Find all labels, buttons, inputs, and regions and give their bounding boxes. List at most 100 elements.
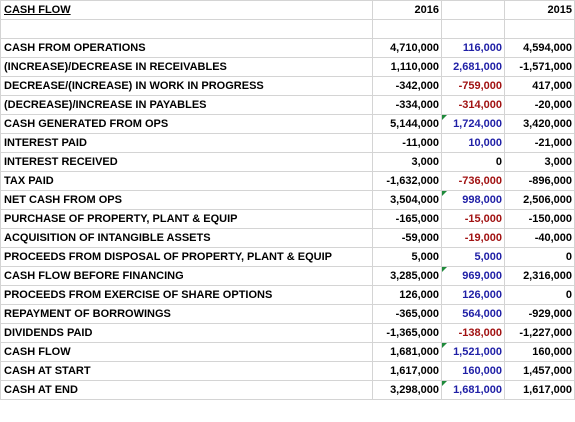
year-2015-header[interactable]: 2015	[504, 0, 575, 20]
cell-2015[interactable]: -1,227,000	[504, 323, 575, 343]
cell-difference[interactable]: 1,681,000	[441, 380, 505, 400]
cell-difference[interactable]: 2,681,000	[441, 57, 505, 77]
cell-2016[interactable]: 5,000	[372, 247, 442, 267]
cell-2016[interactable]: 3,298,000	[372, 380, 442, 400]
row-label[interactable]: CASH FROM OPERATIONS	[0, 38, 373, 58]
cell-2016[interactable]: 126,000	[372, 285, 442, 305]
row-label[interactable]: PURCHASE OF PROPERTY, PLANT & EQUIP	[0, 209, 373, 229]
cell-2015[interactable]: -20,000	[504, 95, 575, 115]
cell-2015[interactable]: 160,000	[504, 342, 575, 362]
table-row: (INCREASE)/DECREASE IN RECEIVABLES 1,110,…	[0, 57, 575, 77]
cell-2016[interactable]: -1,632,000	[372, 171, 442, 191]
row-label[interactable]: ACQUISITION OF INTANGIBLE ASSETS	[0, 228, 373, 248]
row-label[interactable]: (DECREASE)/INCREASE IN PAYABLES	[0, 95, 373, 115]
row-label[interactable]: DIVIDENDS PAID	[0, 323, 373, 343]
cell-2015[interactable]: 1,457,000	[504, 361, 575, 381]
row-label[interactable]: PROCEEDS FROM DISPOSAL OF PROPERTY, PLAN…	[0, 247, 373, 267]
cell-difference[interactable]: 998,000	[441, 190, 505, 210]
cell-2015[interactable]: -1,571,000	[504, 57, 575, 77]
table-row: PURCHASE OF PROPERTY, PLANT & EQUIP -165,…	[0, 209, 575, 229]
difference-header[interactable]	[441, 0, 505, 20]
cell-2016[interactable]: 3,285,000	[372, 266, 442, 286]
row-label[interactable]: (INCREASE)/DECREASE IN RECEIVABLES	[0, 57, 373, 77]
cell-2016[interactable]: -334,000	[372, 95, 442, 115]
row-label[interactable]: INTEREST RECEIVED	[0, 152, 373, 172]
row-label[interactable]: DECREASE/(INCREASE) IN WORK IN PROGRESS	[0, 76, 373, 96]
cell-difference[interactable]: 0	[441, 152, 505, 172]
cell-difference[interactable]: -19,000	[441, 228, 505, 248]
table-row: NET CASH FROM OPS 3,504,000 998,000 2,506,0…	[0, 190, 575, 210]
table-row: PROCEEDS FROM EXERCISE OF SHARE OPTIONS 1…	[0, 285, 575, 305]
cell-2015[interactable]: -929,000	[504, 304, 575, 324]
cell-2016[interactable]: -59,000	[372, 228, 442, 248]
cell-2016[interactable]: -1,365,000	[372, 323, 442, 343]
cell-difference[interactable]	[441, 19, 505, 39]
table-row: (DECREASE)/INCREASE IN PAYABLES -334,000-…	[0, 95, 575, 115]
cell-difference[interactable]: 564,000	[441, 304, 505, 324]
row-label[interactable]: CASH FLOW BEFORE FINANCING	[0, 266, 373, 286]
cell-2015[interactable]: -40,000	[504, 228, 575, 248]
cell-2015[interactable]: 3,420,000	[504, 114, 575, 134]
row-label[interactable]: CASH GENERATED FROM OPS	[0, 114, 373, 134]
cell-2016[interactable]: -165,000	[372, 209, 442, 229]
table-row: CASH FLOW BEFORE FINANCING 3,285,000 969,0…	[0, 266, 575, 286]
cell-2016[interactable]: -11,000	[372, 133, 442, 153]
table-row: PROCEEDS FROM DISPOSAL OF PROPERTY, PLAN…	[0, 247, 575, 267]
row-label[interactable]: PROCEEDS FROM EXERCISE OF SHARE OPTIONS	[0, 285, 373, 305]
cell-2015[interactable]: 3,000	[504, 152, 575, 172]
table-row: REPAYMENT OF BORROWINGS -365,000 564,000 -9…	[0, 304, 575, 324]
table-row: INTEREST PAID -11,000 10,000 -21,000	[0, 133, 575, 153]
sheet-title[interactable]: CASH FLOW	[0, 0, 373, 20]
cell-difference[interactable]: -15,000	[441, 209, 505, 229]
table-row: ACQUISITION OF INTANGIBLE ASSETS -59,000-…	[0, 228, 575, 248]
cell-2015[interactable]: -21,000	[504, 133, 575, 153]
cell-difference[interactable]: 126,000	[441, 285, 505, 305]
cell-difference[interactable]: 1,724,000	[441, 114, 505, 134]
cell-2016[interactable]: 5,144,000	[372, 114, 442, 134]
table-row: DECREASE/(INCREASE) IN WORK IN PROGRESS -…	[0, 76, 575, 96]
cell-2015[interactable]: 0	[504, 285, 575, 305]
cell-difference[interactable]: 969,000	[441, 266, 505, 286]
cell-difference[interactable]: 160,000	[441, 361, 505, 381]
cell-2015[interactable]: 2,506,000	[504, 190, 575, 210]
cell-2015[interactable]: 4,594,000	[504, 38, 575, 58]
table-row: CASH FROM OPERATIONS 4,710,000 116,000 4,59…	[0, 38, 575, 58]
table-row: CASH FLOW 1,681,000 1,521,000 160,000	[0, 342, 575, 362]
cell-difference[interactable]: 10,000	[441, 133, 505, 153]
cell-2016[interactable]: 3,504,000	[372, 190, 442, 210]
cell-2015[interactable]: -896,000	[504, 171, 575, 191]
row-label[interactable]: NET CASH FROM OPS	[0, 190, 373, 210]
cell-2016[interactable]: -365,000	[372, 304, 442, 324]
table-row	[0, 19, 575, 39]
cell-2016[interactable]: 1,110,000	[372, 57, 442, 77]
cell-difference[interactable]: 1,521,000	[441, 342, 505, 362]
cell-difference[interactable]: -736,000	[441, 171, 505, 191]
cell-2016[interactable]: 4,710,000	[372, 38, 442, 58]
cell-difference[interactable]: 116,000	[441, 38, 505, 58]
row-label[interactable]: INTEREST PAID	[0, 133, 373, 153]
row-label[interactable]: CASH AT END	[0, 380, 373, 400]
row-label[interactable]: CASH AT START	[0, 361, 373, 381]
cell-2016[interactable]: 1,617,000	[372, 361, 442, 381]
cell-2015[interactable]	[504, 19, 575, 39]
cell-2016[interactable]: -342,000	[372, 76, 442, 96]
table-row: CASH AT END 3,298,000 1,681,000 1,617,000	[0, 380, 575, 400]
row-label[interactable]: CASH FLOW	[0, 342, 373, 362]
cell-difference[interactable]: 5,000	[441, 247, 505, 267]
row-label[interactable]: REPAYMENT OF BORROWINGS	[0, 304, 373, 324]
year-2016-header[interactable]: 2016	[372, 0, 442, 20]
cell-2016[interactable]: 1,681,000	[372, 342, 442, 362]
cell-2016[interactable]: 3,000	[372, 152, 442, 172]
cell-2015[interactable]: 0	[504, 247, 575, 267]
cell-difference[interactable]: -759,000	[441, 76, 505, 96]
cell-2015[interactable]: 1,617,000	[504, 380, 575, 400]
cell-2015[interactable]: 2,316,000	[504, 266, 575, 286]
row-label[interactable]: TAX PAID	[0, 171, 373, 191]
cell-difference[interactable]: -314,000	[441, 95, 505, 115]
cash-flow-table: CASH FLOW 2016 2015 CASH FROM OPERATIONS…	[0, 0, 575, 400]
cell-2016[interactable]	[372, 19, 442, 39]
cell-2015[interactable]: -150,000	[504, 209, 575, 229]
cell-difference[interactable]: -138,000	[441, 323, 505, 343]
cell-2015[interactable]: 417,000	[504, 76, 575, 96]
row-label[interactable]	[0, 19, 373, 39]
